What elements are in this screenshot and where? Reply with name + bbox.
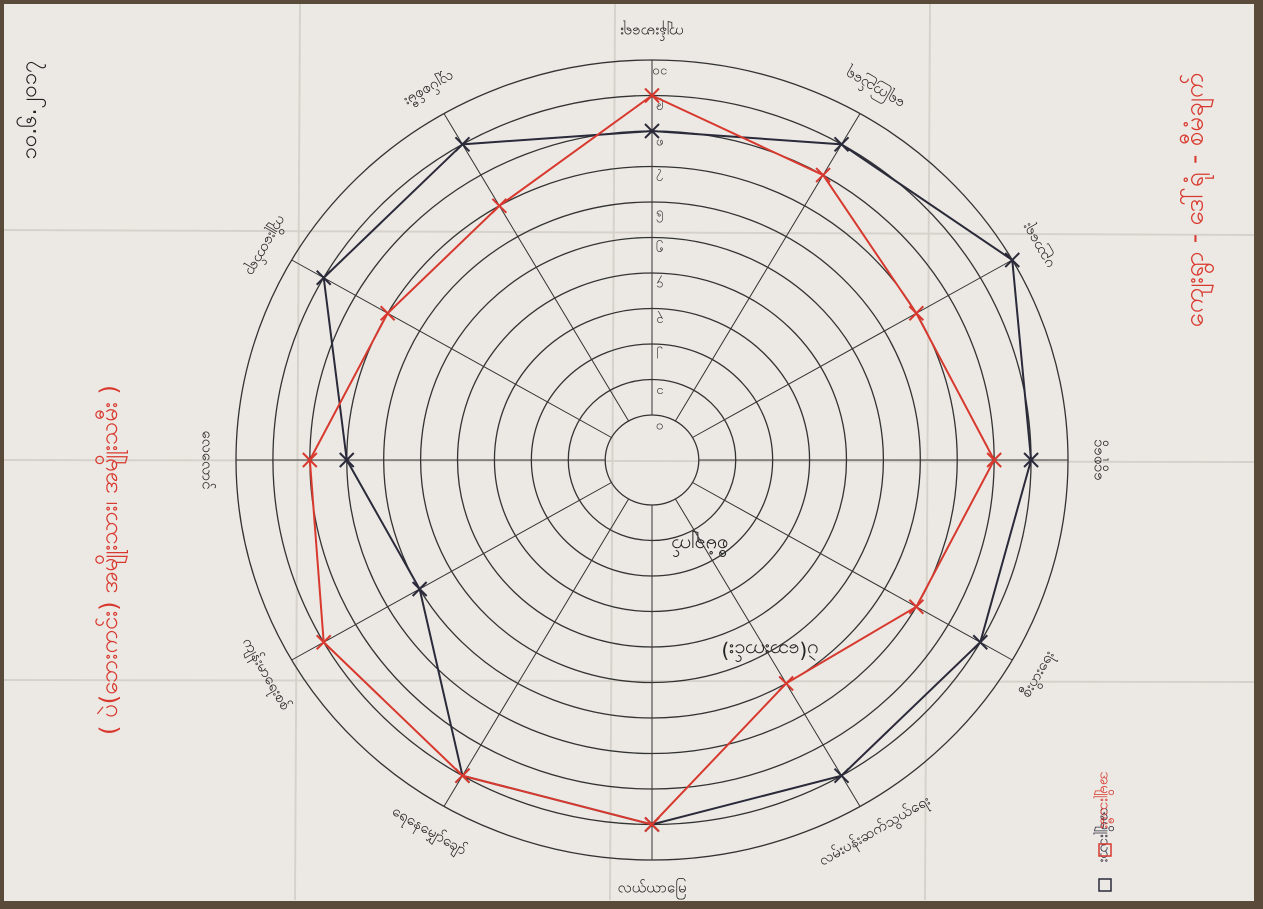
axis-label: ငွေစုငွေ [1088,439,1109,480]
r-tick-label: ၀ [656,420,663,435]
r-tick-label: ၃ [656,311,663,328]
axis-label: လေလောင် [198,431,216,490]
center-note: စီမံချက် [672,531,729,559]
r-tick-label: ၇ [656,169,663,186]
r-tick-label: ၁၀ [653,65,668,80]
chart: ကျေးရွာ - ဒေါ်ရုံ - စီမံချက် ( ပဲ(ဘေးကင်… [0,0,1263,905]
date-note: ၁၀.၆.၂၀၁၇ [16,60,46,159]
r-tick-label: ၁ [656,384,663,399]
paper [4,4,1254,901]
r-tick-label: ၅ [656,240,663,257]
axis-label: ကျန်းမာရေး [620,21,684,42]
chart-subtitle: ( ပဲ(ဘေးကင်း) အမျိုးသား၊ အမျိုးသမီး ) [94,385,129,735]
legend-label: အမျိုးသမီး [1094,771,1115,829]
chart-title: ကျေးရွာ - ဒေါ်ရုံ - စီမံချက် [1179,72,1215,327]
r-tick-label: ၄ [656,276,664,293]
r-tick-label: ၂ [657,347,663,364]
axis-label: လယ်ယာမြေ [618,878,687,900]
r-tick-label: ၆ [656,207,663,223]
page: ကျေးရွာ - ဒေါ်ရုံ - စီမံချက် ( ပဲ(ဘေးကင်… [0,0,1263,905]
